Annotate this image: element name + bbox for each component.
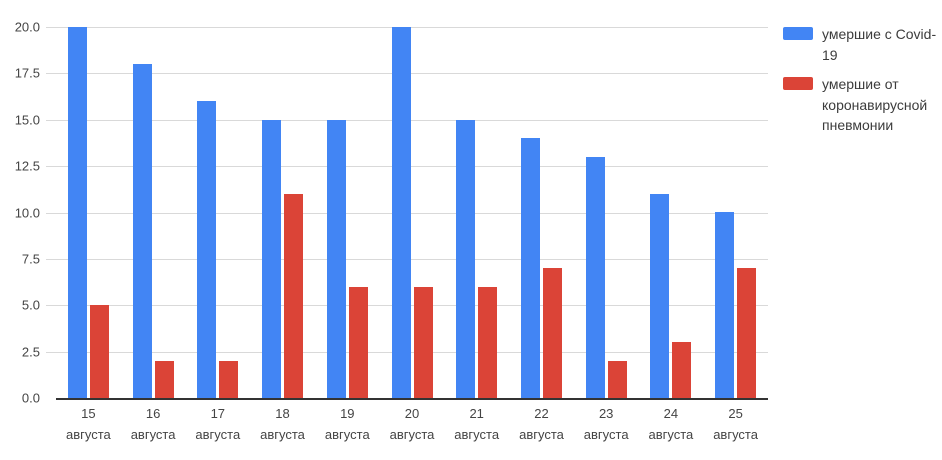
x-tick-label: 25 августа (713, 406, 758, 442)
bar-series0-16 (133, 64, 152, 398)
bar-series0-19 (327, 120, 346, 398)
x-tick-label: 23 августа (583, 406, 629, 442)
bar-series0-15 (68, 27, 87, 398)
legend-item-covid19: умершие с Covid-19 (783, 24, 940, 65)
bar-series1-25 (737, 268, 756, 398)
legend-label-pneumonia: умершие от коронавирусной пневмонии (822, 76, 928, 133)
x-tick-label: 21 августа (454, 406, 500, 442)
y-axis-labels: 0.0 2.5 5.0 7.5 10.0 12.5 15.0 17.5 20.0 (0, 20, 40, 406)
bar-series0-22 (521, 138, 540, 398)
x-tick-label: 16 августа (130, 406, 176, 442)
legend: умершие с Covid-19 умершие от коронавиру… (783, 24, 940, 136)
x-tick-label: 18 августа (260, 406, 305, 442)
y-tick-label: 7.5 (21, 251, 40, 267)
legend-label-covid19: умершие с Covid-19 (822, 26, 937, 63)
plot-area (56, 27, 768, 400)
bar-series0-18 (262, 120, 281, 398)
bar-series1-24 (672, 342, 691, 398)
bar-series0-25 (715, 212, 734, 398)
legend-swatch-blue (783, 27, 813, 40)
bar-series1-19 (349, 287, 368, 398)
x-tick-label: 20 августа (389, 406, 435, 442)
y-tick-label: 15.0 (14, 112, 40, 128)
x-tick-label: 22 августа (519, 406, 564, 442)
bar-series1-20 (414, 287, 433, 398)
x-tick-label: 19 августа (324, 406, 370, 442)
legend-swatch-red (783, 77, 813, 90)
y-tick-label: 20.0 (14, 19, 40, 35)
y-tick-label: 12.5 (14, 158, 40, 174)
bar-series1-18 (284, 194, 303, 398)
bar-series1-17 (219, 361, 238, 398)
y-tick-label: 0.0 (21, 390, 40, 406)
bar-series0-23 (586, 157, 605, 398)
x-axis-labels: 15 августа 16 августа 17 августа 18 августа 19 ав… (56, 403, 768, 453)
bar-series1-15 (90, 305, 109, 398)
bar-series0-20 (392, 27, 411, 398)
y-tick-label: 2.5 (21, 344, 40, 360)
bar-series0-21 (456, 120, 475, 398)
bar-series1-23 (608, 361, 627, 398)
bar-series1-21 (478, 287, 497, 398)
y-tick-label: 17.5 (14, 65, 40, 81)
bar-series0-17 (197, 101, 216, 398)
x-tick-label: 15 августа (66, 406, 111, 442)
bar-series1-16 (155, 361, 174, 398)
y-tick-label: 5.0 (21, 297, 40, 313)
x-tick-label: 17 августа (195, 406, 241, 442)
legend-item-pneumonia: умершие от коронавирусной пневмонии (783, 74, 940, 136)
bar-series0-24 (650, 194, 669, 398)
y-tick-label: 10.0 (14, 205, 40, 220)
bar-series1-22 (543, 268, 562, 398)
x-tick-label: 24 августа (648, 406, 694, 442)
